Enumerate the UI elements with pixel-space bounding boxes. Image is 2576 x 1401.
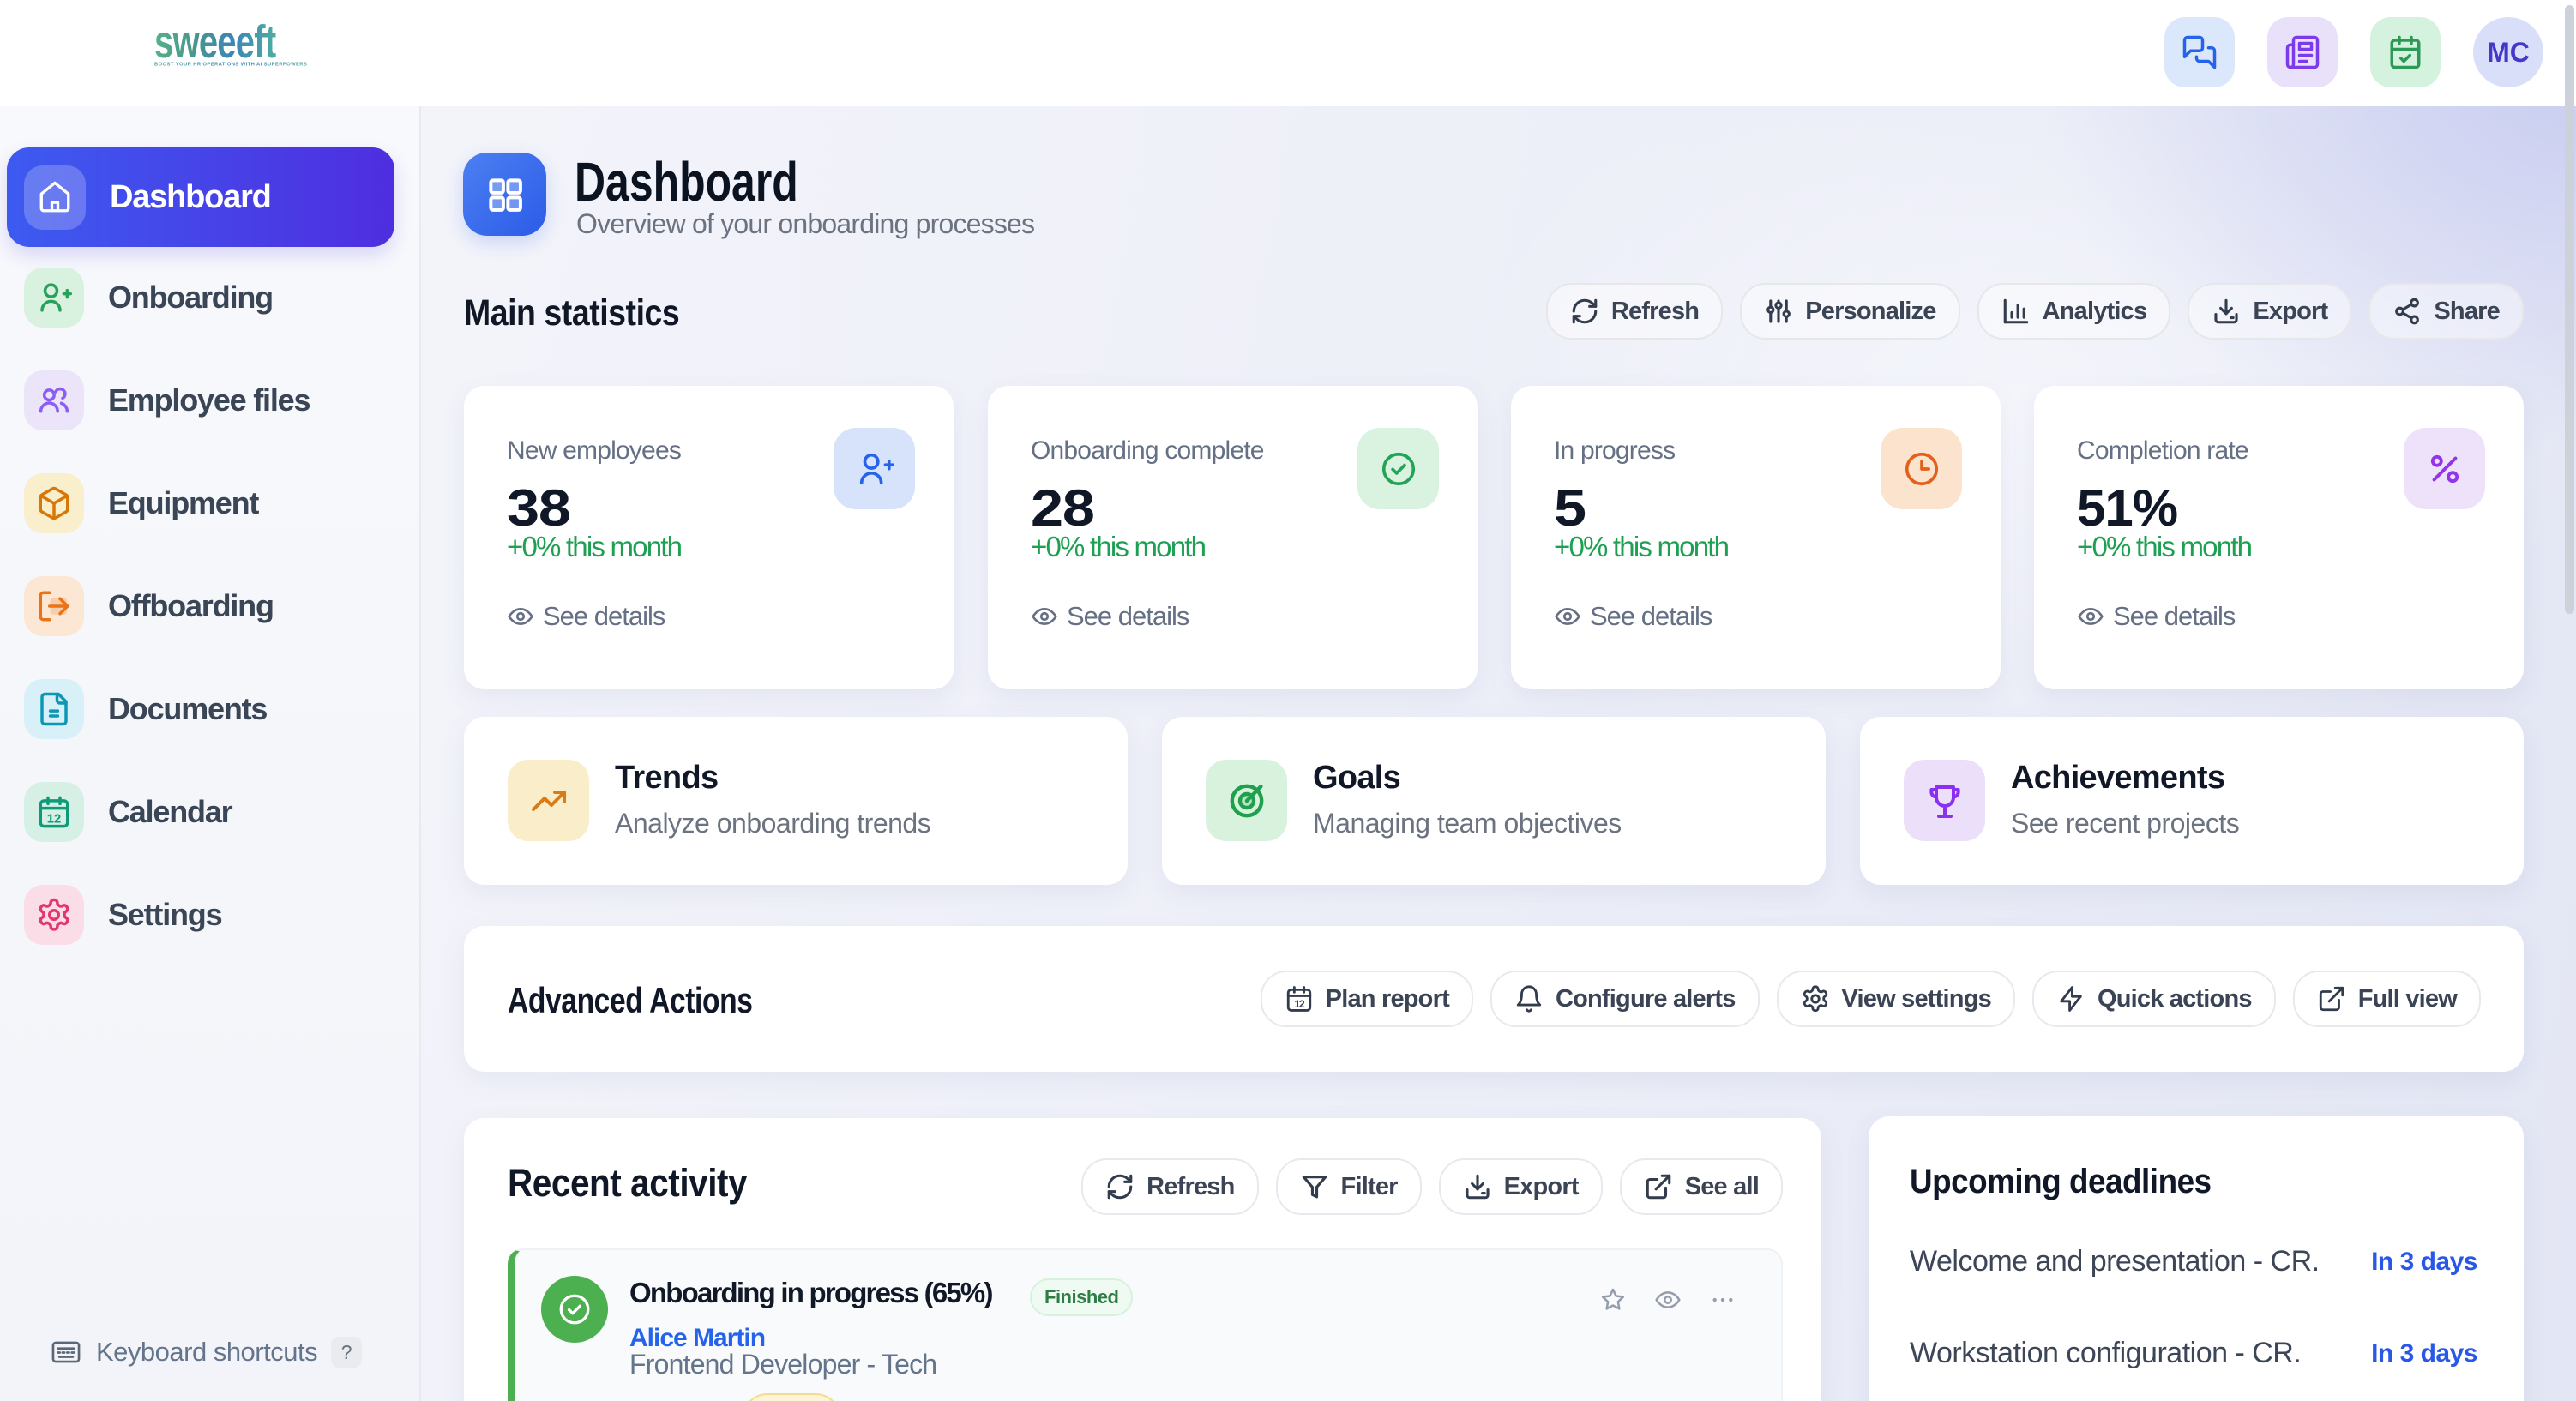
svg-text:12: 12 [47, 812, 62, 826]
svg-text:12: 12 [1294, 998, 1305, 1010]
